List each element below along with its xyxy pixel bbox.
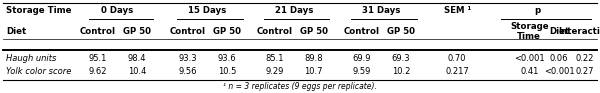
Text: 21 Days: 21 Days [275,6,313,15]
Text: 95.1: 95.1 [89,54,107,63]
Text: p: p [534,6,540,15]
Text: Diet: Diet [549,27,569,36]
Text: 9.59: 9.59 [353,67,371,76]
Text: 85.1: 85.1 [266,54,284,63]
Text: 10.5: 10.5 [218,67,236,76]
Text: Storage Time: Storage Time [6,6,71,15]
Text: 0.217: 0.217 [445,67,469,76]
Text: 69.3: 69.3 [391,54,410,63]
Text: 15 Days: 15 Days [188,6,226,15]
Text: 89.8: 89.8 [304,54,323,63]
Text: 0.22: 0.22 [576,54,594,63]
Text: GP 50: GP 50 [213,27,241,36]
Text: 9.29: 9.29 [266,67,284,76]
Text: 9.62: 9.62 [89,67,107,76]
Text: 98.4: 98.4 [128,54,146,63]
Text: 9.56: 9.56 [179,67,197,76]
Text: 93.6: 93.6 [217,54,236,63]
Text: 10.7: 10.7 [305,67,323,76]
Text: 0.06: 0.06 [550,54,568,63]
Text: 93.3: 93.3 [178,54,197,63]
Text: 10.4: 10.4 [128,67,146,76]
Text: 0.27: 0.27 [576,67,594,76]
Text: GP 50: GP 50 [300,27,328,36]
Text: Control: Control [257,27,293,36]
Text: <0.001: <0.001 [514,54,545,63]
Text: 0.41: 0.41 [520,67,538,76]
Text: SEM ¹: SEM ¹ [443,6,471,15]
Text: GP 50: GP 50 [387,27,415,36]
Text: 0 Days: 0 Days [101,6,133,15]
Text: 0.70: 0.70 [448,54,466,63]
Text: Storage
Time: Storage Time [510,22,548,41]
Text: Control: Control [170,27,206,36]
Text: Yolk color score: Yolk color score [6,67,71,76]
Text: Diet: Diet [6,27,26,36]
Text: Haugh units: Haugh units [6,54,56,63]
Text: Control: Control [344,27,380,36]
Text: 31 Days: 31 Days [362,6,400,15]
Text: GP 50: GP 50 [123,27,151,36]
Text: 69.9: 69.9 [353,54,371,63]
Text: 10.2: 10.2 [392,67,410,76]
Text: <0.001: <0.001 [544,67,575,76]
Text: Control: Control [80,27,116,36]
Text: Interaction: Interaction [558,27,600,36]
Text: ¹ n = 3 replicates (9 eggs per replicate).: ¹ n = 3 replicates (9 eggs per replicate… [223,82,377,91]
